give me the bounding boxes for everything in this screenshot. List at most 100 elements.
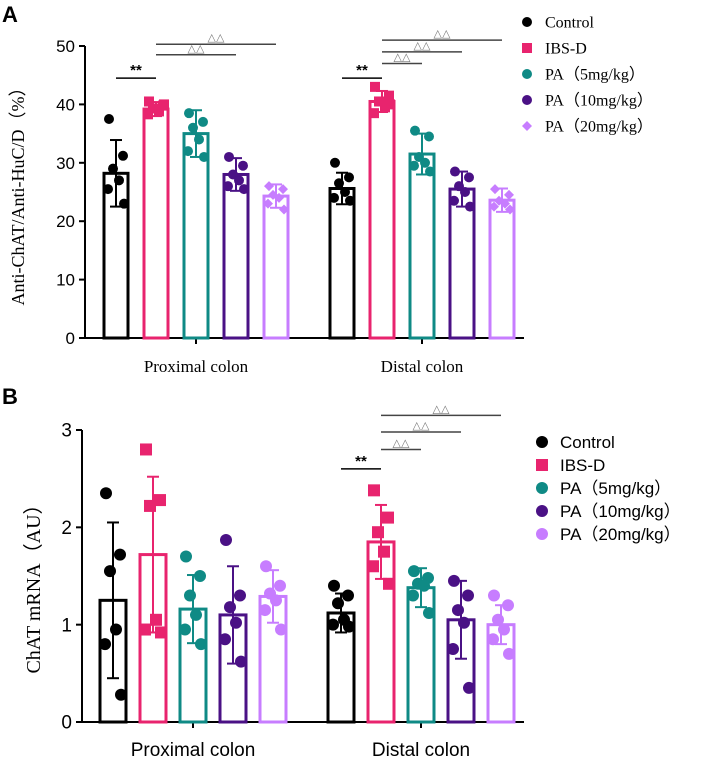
x-category-label: Distal colon (381, 357, 464, 376)
bar (368, 99, 396, 340)
data-point (119, 198, 129, 209)
data-point (488, 589, 500, 602)
legend-label: PA（20mg/kg） (545, 118, 653, 136)
bar (488, 198, 516, 340)
data-point (184, 589, 196, 602)
data-point (334, 178, 344, 189)
data-point (224, 151, 234, 162)
panel-label-a: A (2, 2, 18, 27)
significance-triangles: △△ (413, 419, 430, 432)
significance-triangles: △△ (208, 31, 225, 44)
bar (222, 172, 250, 340)
data-point (199, 151, 209, 162)
y-tick-label: 1 (61, 615, 72, 636)
data-point (143, 109, 153, 120)
y-tick-label: 0 (61, 713, 72, 734)
data-point (487, 633, 499, 646)
data-point (239, 184, 249, 195)
data-point (115, 688, 127, 701)
y-tick-label: 3 (61, 421, 72, 442)
data-point (409, 160, 419, 171)
significance-stars: ** (356, 62, 368, 79)
data-point (224, 601, 236, 614)
y-tick-label: 40 (56, 95, 75, 114)
data-point (144, 96, 154, 107)
data-point (114, 175, 124, 186)
data-point (408, 565, 420, 578)
y-tick-label: 20 (56, 212, 75, 231)
legend-label: PA（5mg/kg） (560, 479, 671, 498)
legend-marker (536, 459, 548, 471)
data-point (230, 616, 242, 629)
data-point (259, 604, 271, 617)
data-point (110, 623, 122, 636)
data-point (104, 114, 114, 124)
data-point (407, 589, 419, 602)
legend-marker (522, 69, 532, 79)
data-point (194, 570, 206, 582)
data-point (464, 172, 474, 183)
data-point (223, 181, 233, 192)
data-point (383, 577, 395, 590)
data-point (418, 579, 430, 592)
data-point (195, 638, 207, 651)
data-point (329, 192, 339, 203)
data-point (504, 189, 514, 200)
data-point (139, 623, 151, 636)
data-point (275, 623, 287, 636)
data-point (368, 484, 380, 497)
data-point (100, 487, 112, 500)
y-axis-label: Anti-ChAT/Anti-HuC/D（%） (8, 79, 28, 306)
legend-label: PA（20mg/kg） (560, 525, 681, 544)
data-point (460, 187, 470, 197)
data-point (344, 172, 354, 183)
data-point (219, 633, 231, 646)
data-point (448, 574, 460, 587)
legend-marker (536, 436, 548, 448)
data-point (505, 204, 515, 215)
significance-triangles: △△ (434, 27, 451, 40)
data-point (274, 192, 284, 203)
data-point (410, 125, 420, 136)
data-point (378, 545, 390, 558)
data-point (108, 163, 118, 174)
data-point (465, 201, 475, 212)
x-category-label: Proximal colon (144, 357, 249, 376)
data-point (179, 623, 191, 636)
data-point (385, 99, 395, 110)
data-point (180, 550, 192, 563)
legend-marker (522, 121, 532, 131)
data-point (332, 597, 344, 610)
data-point (424, 131, 434, 142)
x-category-label: Proximal colon (131, 740, 256, 761)
data-point (328, 579, 340, 592)
data-point (159, 99, 169, 110)
data-point (140, 443, 152, 456)
data-point (374, 96, 384, 107)
y-tick-label: 0 (66, 329, 75, 348)
panel-label-b: B (2, 384, 18, 409)
data-point (99, 638, 111, 651)
y-axis-label: ChAT mRNA（AU） (22, 494, 45, 673)
data-point (183, 146, 193, 157)
data-point (274, 579, 286, 592)
data-point (103, 184, 113, 195)
data-point (420, 157, 430, 168)
y-tick-label: 30 (56, 154, 75, 173)
data-point (327, 618, 339, 631)
data-point (490, 184, 500, 195)
data-point (264, 181, 274, 192)
data-point (150, 613, 162, 626)
legend-marker (536, 505, 548, 517)
data-point (279, 204, 289, 215)
data-point (498, 623, 510, 636)
x-category-label: Distal colon (372, 740, 470, 761)
data-point (458, 616, 470, 629)
data-point (198, 116, 208, 127)
data-point (345, 195, 355, 206)
data-point (188, 122, 198, 133)
significance-triangles: △△ (393, 436, 410, 449)
data-point (502, 599, 514, 612)
data-point (447, 643, 459, 655)
